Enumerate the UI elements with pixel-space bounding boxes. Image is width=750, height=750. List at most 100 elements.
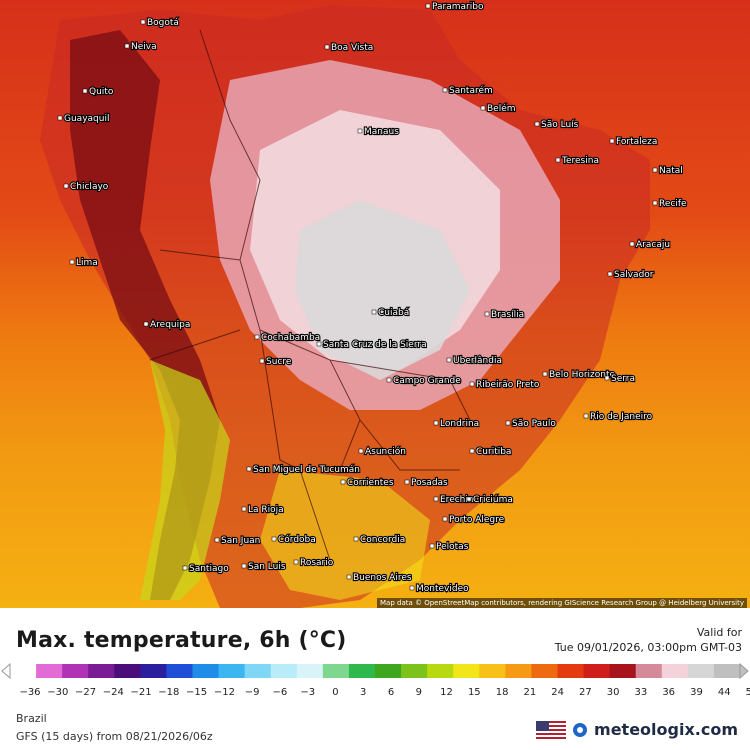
city-marker: Montevideo xyxy=(409,583,470,595)
colorbar-label: −12 xyxy=(214,687,235,698)
colorbar-swatch xyxy=(635,664,663,678)
city-dot xyxy=(629,241,635,247)
colorbar-label: −24 xyxy=(103,687,124,698)
colorbar-swatch xyxy=(114,664,141,678)
city-dot xyxy=(604,375,610,381)
city-label: Aracaju xyxy=(636,240,670,250)
city-marker: Rio de Janeiro xyxy=(583,411,654,423)
city-label: Pelotas xyxy=(436,542,469,552)
city-dot xyxy=(324,44,330,50)
colorbar-label: 18 xyxy=(496,687,509,698)
city-marker: Concordia xyxy=(353,534,406,546)
city-marker: Asunción xyxy=(358,445,407,458)
colorbar-min-arrow xyxy=(1,662,11,680)
colorbar-swatch xyxy=(244,664,272,678)
city-marker: Pelotas xyxy=(429,541,470,553)
city-dot xyxy=(271,536,277,542)
city-label: Fortaleza xyxy=(616,137,657,147)
city-marker: Santa Cruz de la Sierra xyxy=(316,339,428,351)
city-dot xyxy=(480,105,486,111)
city-label: Brasília xyxy=(491,310,524,320)
colorbar-label: 21 xyxy=(523,687,536,698)
city-label: Montevideo xyxy=(416,584,469,594)
colorbar-label: −30 xyxy=(47,687,68,698)
colorbar-label: 0 xyxy=(332,687,338,698)
city-marker: Salvador xyxy=(607,269,655,281)
city-marker: Ribeirão Preto xyxy=(469,379,541,391)
plains-yellow-zone xyxy=(260,470,430,600)
city-label: Campo Grande xyxy=(393,376,461,386)
city-dot xyxy=(469,381,475,387)
city-label: Boa Vista xyxy=(331,43,373,53)
temperature-map[interactable]: Paramaribo Bogotá Neiva Boa Vista Quito Guaya… xyxy=(0,0,750,608)
city-dot xyxy=(140,19,146,25)
meteologix-logo[interactable]: meteologix.com xyxy=(536,720,738,739)
city-marker: San Luis xyxy=(241,561,287,573)
city-label: Guayaquil xyxy=(64,114,109,124)
city-dot xyxy=(241,506,247,512)
colorbar-swatch xyxy=(531,664,558,678)
colorbar-swatch xyxy=(218,664,246,678)
colorbar-label: 12 xyxy=(440,687,453,698)
city-marker: Bogotá xyxy=(140,17,180,29)
city-dot xyxy=(124,43,130,49)
city-dot xyxy=(357,128,363,134)
city-label: Corrientes xyxy=(347,478,394,488)
city-dot xyxy=(63,183,69,189)
city-label: Rosario xyxy=(300,558,334,568)
colorbar-label: 9 xyxy=(416,687,422,698)
city-marker: Quito xyxy=(82,86,115,98)
city-marker: Campo Grande xyxy=(386,375,462,387)
city-dot xyxy=(316,341,322,347)
city-label: Santarém xyxy=(449,85,493,96)
city-marker: Neiva xyxy=(124,41,158,53)
city-marker: Criciúma xyxy=(466,494,514,506)
city-dot xyxy=(346,574,352,580)
us-flag-icon[interactable] xyxy=(536,720,567,739)
colorbar-label: −6 xyxy=(273,687,288,698)
city-dot xyxy=(254,334,260,340)
city-marker: Belém xyxy=(480,102,517,115)
city-dot xyxy=(652,200,658,206)
city-label: Belo Horizonte xyxy=(549,370,616,380)
city-label: Ribeirão Preto xyxy=(476,380,540,390)
city-marker: Córdoba xyxy=(271,533,317,546)
city-dot xyxy=(433,420,439,426)
city-label: Recife xyxy=(659,199,687,209)
meteologix-mark-icon xyxy=(573,722,588,737)
city-marker: Cuiabá xyxy=(371,307,410,319)
colorbar-swatch xyxy=(427,664,454,678)
temperature-colorbar: −36 −30 −27 −24 −21 −18 −15 −12 −9 −6 −3 0 3 6 9 12 15 18… xyxy=(1,662,750,698)
city-label: Natal xyxy=(659,166,683,176)
city-label: Londrina xyxy=(440,419,479,429)
city-label: San Miguel de Tucumán xyxy=(253,465,360,475)
city-label: Chiclayo xyxy=(70,182,109,192)
colorbar-label: −27 xyxy=(75,687,96,698)
city-label: Buenos Aires xyxy=(353,573,412,583)
city-dot xyxy=(246,466,252,472)
city-label: Curitiba xyxy=(476,447,511,457)
city-marker: San Juan xyxy=(214,535,261,547)
colorbar-swatch xyxy=(505,664,532,678)
city-marker: São Paulo xyxy=(505,418,557,430)
city-dot xyxy=(484,311,490,317)
city-label: Belém xyxy=(487,103,516,114)
city-marker: Santiago xyxy=(182,563,230,575)
map-title: Max. temperature, 6h (°C) xyxy=(16,628,347,653)
city-label: Concordia xyxy=(360,535,405,545)
colorbar-swatch xyxy=(479,664,506,678)
city-marker: Rosario xyxy=(293,557,335,569)
city-dot xyxy=(505,420,511,426)
city-label: Cuiabá xyxy=(378,308,409,318)
city-marker: Boa Vista xyxy=(324,42,374,54)
colorbar-max-arrow xyxy=(739,662,749,680)
city-label: Sucre xyxy=(266,357,292,367)
city-dot xyxy=(386,377,392,383)
colorbar-label: −9 xyxy=(245,687,260,698)
city-dot xyxy=(442,516,448,522)
colorbar-swatch xyxy=(296,664,324,678)
city-label: Manaus xyxy=(364,127,399,137)
city-label: Rio de Janeiro xyxy=(590,412,653,422)
city-marker: Fortaleza xyxy=(609,136,658,148)
city-marker: Cochabamba xyxy=(254,332,321,344)
